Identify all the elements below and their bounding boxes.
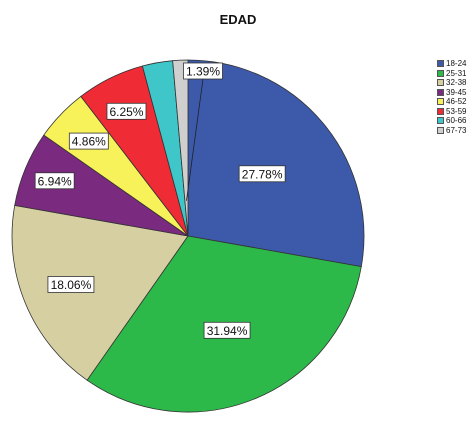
data-label-53-59: 6.25%	[106, 102, 147, 120]
legend: 18-24 25-31 32-38 39-45 46-52 53-59 60-66 67-73	[437, 59, 476, 135]
legend-item-53-59: 53-59	[437, 107, 476, 117]
legend-label: 25-31	[446, 68, 467, 78]
pie-slice-18-24	[187, 59, 365, 268]
data-label-box	[203, 321, 251, 339]
data-label-box	[47, 276, 95, 293]
legend-label: 53-59	[446, 106, 467, 116]
data-label-67-73: 1.39%	[183, 62, 223, 201]
pie-slices	[11, 59, 365, 413]
chart-title: EDAD	[219, 12, 257, 27]
data-label-text: 6.94%	[38, 174, 72, 188]
legend-swatch	[437, 79, 444, 87]
data-label-25-31: 31.94%	[203, 321, 251, 339]
data-label-text: 27.78%	[242, 167, 283, 181]
legend-item-25-31: 25-31	[437, 69, 476, 79]
data-label-text: 4.86%	[72, 135, 106, 149]
legend-label: 18-24	[446, 59, 467, 68]
data-label-text: 6.25%	[109, 105, 143, 119]
data-label-box	[68, 132, 109, 150]
legend-item-60-66: 60-66	[437, 116, 476, 126]
legend-label: 67-73	[446, 125, 467, 135]
data-label-18-24: 27.78%	[238, 165, 286, 183]
legend-label: 60-66	[446, 116, 467, 125]
data-label-text: 1.39%	[186, 65, 220, 79]
legend-item-67-73: 67-73	[437, 126, 476, 136]
data-label-39-45: 6.94%	[34, 172, 75, 190]
legend-label: 46-52	[446, 97, 467, 106]
legend-swatch	[437, 107, 444, 115]
data-label-32-38: 18.06%	[47, 276, 95, 293]
data-label-box	[106, 102, 147, 120]
legend-item-39-45: 39-45	[437, 88, 476, 98]
data-label-46-52: 4.86%	[68, 132, 109, 150]
legend-swatch	[437, 69, 444, 77]
legend-swatch	[437, 117, 444, 125]
legend-swatch	[437, 88, 444, 96]
data-label-text: 31.94%	[207, 324, 248, 338]
legend-item-32-38: 32-38	[437, 78, 476, 88]
legend-swatch	[437, 126, 444, 134]
pie-slice-67-73	[172, 59, 189, 237]
legend-label: 32-38	[446, 78, 467, 87]
data-label-box	[238, 165, 286, 183]
pie-data-labels: 27.78% 31.94% 18.06% 6.94% 4.86% 6.25% 1.39%	[34, 62, 286, 339]
legend-item-46-52: 46-52	[437, 97, 476, 107]
data-label-text: 18.06%	[51, 278, 92, 292]
data-label-box	[183, 62, 223, 80]
data-label-box	[34, 172, 75, 190]
legend-item-18-24: 18-24	[437, 59, 476, 69]
legend-swatch	[437, 98, 444, 106]
pie-slice-32-38	[11, 204, 189, 381]
legend-swatch	[437, 60, 444, 68]
leader-line-67-73	[186, 78, 204, 201]
legend-label: 39-45	[446, 87, 467, 97]
